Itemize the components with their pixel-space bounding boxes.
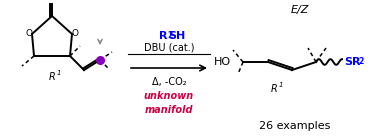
Text: manifold: manifold (145, 105, 193, 115)
Text: R: R (49, 72, 55, 82)
Text: R: R (271, 84, 277, 94)
Text: O: O (25, 30, 33, 39)
Text: 1: 1 (279, 82, 284, 88)
Text: Δ, -CO₂: Δ, -CO₂ (152, 77, 186, 87)
Text: 26 examples: 26 examples (259, 121, 331, 131)
Text: R: R (158, 31, 167, 41)
Text: 2: 2 (358, 57, 363, 66)
Text: SH: SH (168, 31, 185, 41)
Text: E/Z: E/Z (291, 5, 309, 15)
Text: 2: 2 (167, 31, 172, 40)
Text: O: O (71, 30, 79, 39)
Text: SR: SR (344, 57, 361, 67)
Text: unknown: unknown (144, 91, 194, 101)
Text: DBU (cat.): DBU (cat.) (144, 42, 194, 52)
Text: HO: HO (214, 57, 231, 67)
Text: 1: 1 (57, 70, 62, 76)
